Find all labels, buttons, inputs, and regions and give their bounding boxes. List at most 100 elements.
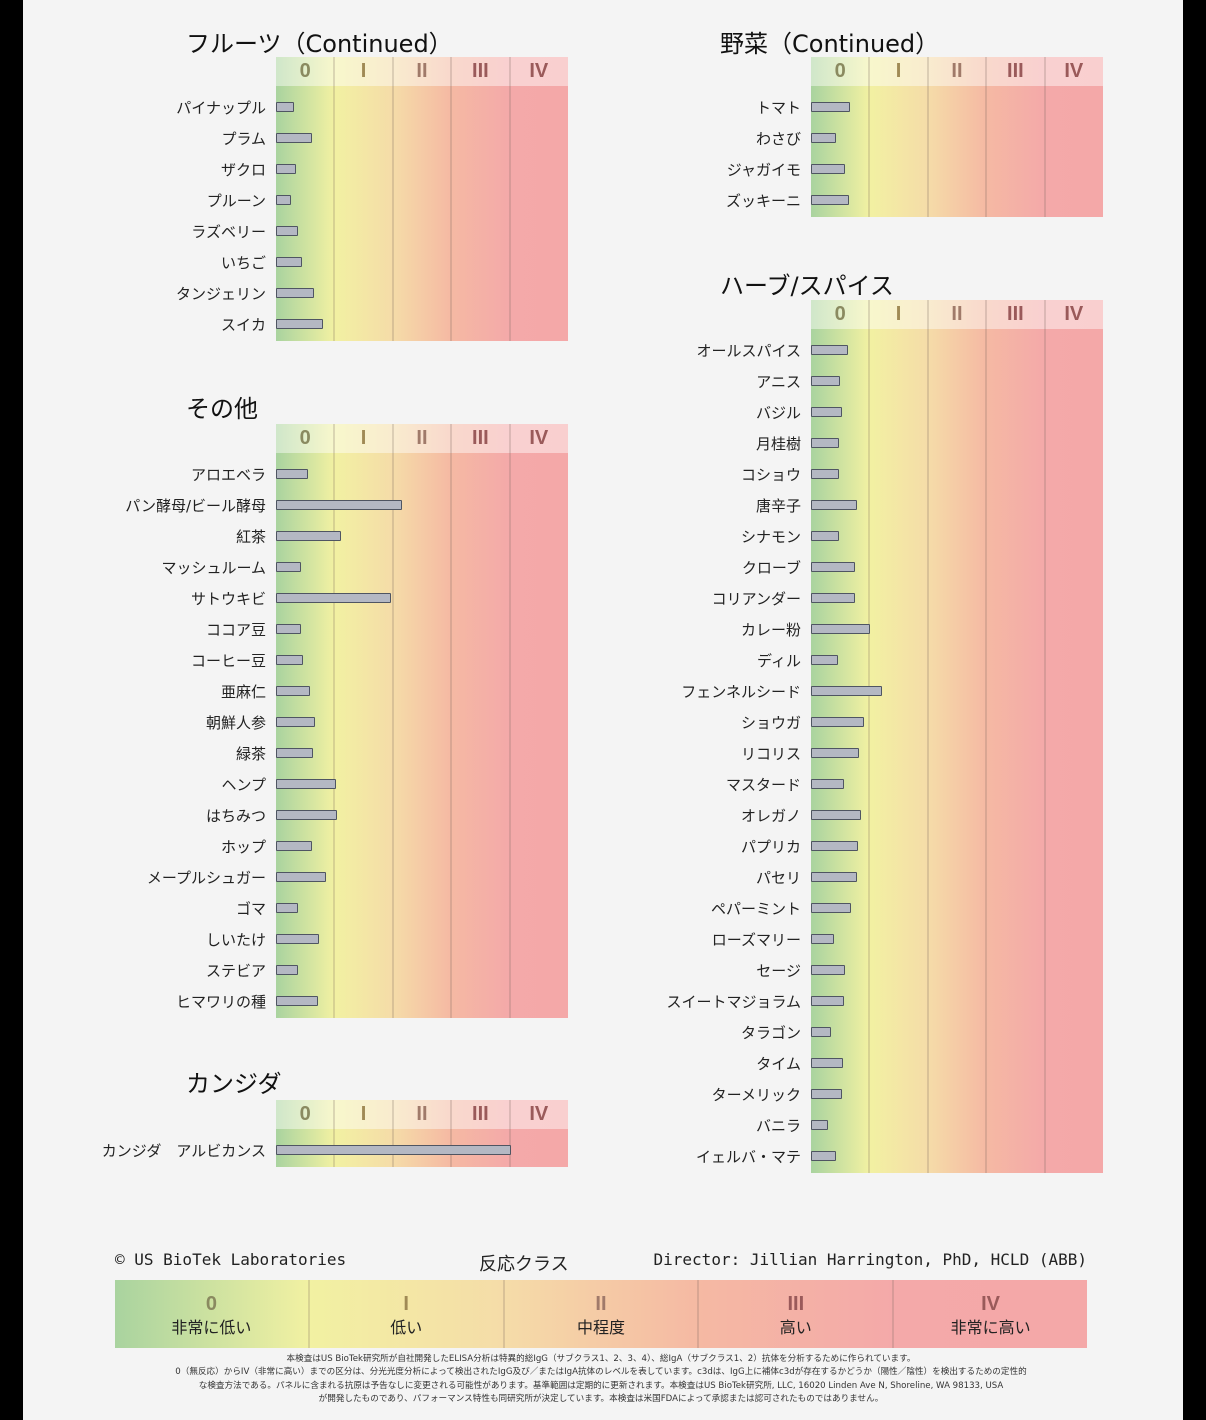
disclaimer-line: な検査方法である。パネルに含まれる抗原は予告なしに変更される可能性があります。基… [198,1380,1004,1391]
class-header [276,424,568,453]
bar [276,562,302,572]
class-divider [508,57,511,341]
bar [276,288,314,298]
bar [811,1058,844,1068]
class-divider [926,300,929,1173]
category-label: ペパーミント [710,900,801,918]
category-label: ホップ [220,838,266,856]
class-label: I [360,427,367,449]
bar [811,841,858,851]
bar [276,934,319,944]
legend-text: 高い [779,1318,812,1337]
class-label: II [416,1103,428,1125]
bar [276,226,299,236]
disclaimer-line: が開発したものであり、パフォーマンス特性も同研究所が決定しています。本検査は米国… [318,1393,884,1404]
category-label: クローブ [741,559,801,577]
category-label: ジャガイモ [726,161,801,179]
bar [811,717,865,727]
bar [276,686,310,696]
class-label: 0 [299,60,311,82]
category-label: ディル [757,652,801,670]
bar [811,1089,842,1099]
class-divider [450,424,453,1018]
class-label: II [951,60,963,82]
category-label: しいたけ [205,931,266,949]
category-label: 紅茶 [235,528,266,546]
category-label: ヘンプ [221,776,266,794]
class-divider [450,1100,453,1167]
report-page: フルーツ（Continued） 0 I II III IV パイナップル プラム ザクロ プルーン… [23,0,1183,1420]
category-label: タラゴン [740,1024,801,1042]
class-label: I [895,303,902,325]
category-label: ステビア [205,962,266,980]
category-label: 唐辛子 [755,497,801,515]
bar [811,164,845,174]
category-label: 朝鮮人参 [205,714,266,732]
legend-text: 非常に高い [950,1318,1031,1337]
class-divider [391,1100,394,1167]
disclaimer-line: 0（無反応）からIV（非常に高い）までの区分は、分光光度分析によって検出されたI… [175,1367,1027,1378]
bar [276,164,296,174]
chart-panel: 0 I II III IV [811,57,1103,217]
category-label: ラズベリー [191,223,266,241]
class-divider [333,1100,336,1167]
bar [811,500,858,510]
category-label: ズッキーニ [725,192,801,210]
bar [811,624,870,634]
class-divider [868,300,871,1173]
bar [811,102,851,112]
bar [276,965,299,975]
class-header [811,57,1103,86]
class-divider [391,424,394,1018]
reaction-class-legend: 0 非常に低い I 低い II 中程度 III 高い IV 非常に高い [115,1280,1087,1348]
bar [811,562,855,572]
category-label: セージ [756,962,801,980]
director: Director: Jillian Harrington, PhD, HCLD … [653,1250,1087,1269]
copyright: © US BioTek Laboratories [115,1250,347,1269]
disclaimer-line: 本検査はUS BioTek研究所が自社開発したELISA分析は特異的総IgG（サ… [286,1354,916,1364]
category-label: アニス [756,373,801,391]
class-label: I [360,1103,367,1125]
class-divider [985,300,988,1173]
class-label: II [416,427,428,449]
legend-roman: II [595,1293,607,1315]
category-label: ローズマリー [711,931,801,949]
bar [276,779,337,789]
bar [276,841,313,851]
bar [811,996,844,1006]
chart-panel: 0 I II III IV [276,424,568,1018]
bar [811,469,840,479]
class-divider [333,57,336,341]
bar [276,469,309,479]
category-label: リコリス [740,745,801,763]
disclaimer: 本検査はUS BioTek研究所が自社開発したELISA分析は特異的総IgG（サ… [115,1353,1087,1406]
category-label: オールスパイス [696,342,801,360]
category-label: カンジダ アルビカンス [101,1142,266,1160]
category-label: ゴマ [235,900,266,918]
legend-roman: 0 [205,1293,217,1315]
bar [811,903,851,913]
class-divider [1043,57,1046,217]
bar [811,779,844,789]
legend-text: 非常に低い [171,1318,252,1337]
class-header [811,300,1103,329]
bar [276,655,303,665]
category-label: ココア豆 [205,621,266,639]
bar [276,593,392,603]
class-divider [508,424,511,1018]
class-divider [926,57,929,217]
category-label: タンジェリン [175,285,266,303]
category-label: パセリ [755,869,801,887]
class-label: 0 [834,303,846,325]
bar [276,717,316,727]
class-divider [391,57,394,341]
bar [811,195,849,205]
category-label: マスタード [725,776,801,794]
class-label: IV [1064,60,1084,82]
category-label: いちご [220,254,266,272]
category-label: ショウガ [740,714,801,732]
bar [276,319,323,329]
legend-roman: III [787,1293,805,1315]
category-label: わさび [755,130,801,148]
bar [811,376,841,386]
